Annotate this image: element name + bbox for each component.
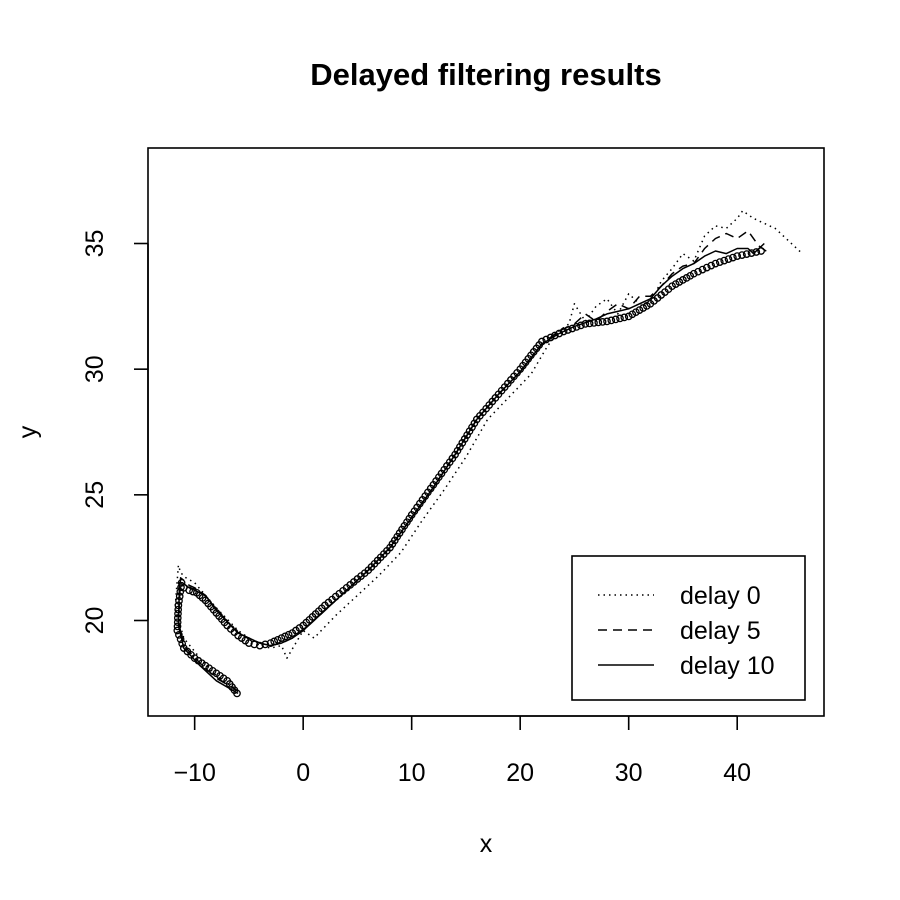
x-tick-label: 20 bbox=[506, 759, 534, 787]
data-point bbox=[179, 644, 188, 652]
data-point bbox=[729, 253, 737, 262]
data-point bbox=[542, 335, 551, 344]
x-tick-label: 10 bbox=[398, 759, 426, 787]
series-line-solid bbox=[177, 242, 765, 695]
data-point bbox=[581, 320, 590, 328]
data-point bbox=[747, 249, 756, 257]
data-point bbox=[546, 333, 555, 342]
data-point bbox=[173, 618, 182, 627]
series-line-dotted bbox=[174, 210, 803, 692]
data-point bbox=[245, 639, 253, 647]
data-point bbox=[175, 631, 183, 639]
data-point bbox=[189, 587, 197, 596]
data-point bbox=[453, 446, 462, 455]
data-point bbox=[173, 626, 182, 635]
data-point bbox=[572, 323, 581, 331]
data-point bbox=[585, 319, 594, 328]
legend: delay 0 delay 5 delay 10 bbox=[571, 555, 806, 701]
data-point bbox=[273, 635, 282, 644]
data-point bbox=[742, 250, 751, 258]
data-point bbox=[738, 251, 746, 259]
data-point bbox=[551, 331, 559, 340]
data-point bbox=[720, 256, 729, 265]
data-point bbox=[261, 640, 270, 649]
data-point bbox=[174, 609, 182, 618]
data-point bbox=[174, 601, 183, 610]
data-point bbox=[175, 592, 184, 601]
data-point bbox=[577, 321, 585, 330]
data-point bbox=[598, 318, 607, 326]
data-point bbox=[568, 324, 577, 333]
data-point bbox=[174, 605, 183, 614]
data-point bbox=[679, 276, 687, 284]
data-point bbox=[266, 639, 275, 647]
legend-box bbox=[571, 555, 806, 701]
data-point bbox=[564, 326, 572, 334]
data-point bbox=[185, 586, 194, 595]
data-point bbox=[707, 261, 716, 270]
data-point bbox=[470, 419, 479, 428]
data-point bbox=[281, 632, 289, 641]
data-point bbox=[250, 640, 259, 649]
data-point bbox=[733, 252, 742, 260]
y-tick-label: 30 bbox=[81, 355, 109, 383]
chart-title: Delayed filtering results bbox=[310, 57, 661, 92]
data-point bbox=[698, 265, 707, 274]
data-point bbox=[451, 450, 459, 459]
data-point bbox=[255, 641, 264, 650]
data-point bbox=[463, 431, 471, 439]
data-point bbox=[173, 622, 182, 631]
data-point bbox=[177, 583, 185, 592]
data-point bbox=[752, 248, 761, 256]
data-point bbox=[689, 269, 698, 278]
data-point bbox=[277, 634, 286, 642]
legend-label: delay 0 bbox=[680, 582, 761, 610]
data-point bbox=[176, 635, 185, 644]
legend-label: delay 10 bbox=[680, 652, 775, 680]
data-point bbox=[270, 637, 279, 646]
x-tick-label: −10 bbox=[173, 759, 215, 787]
data-point bbox=[173, 614, 182, 622]
y-tick-label: 20 bbox=[81, 607, 109, 635]
plot-points bbox=[173, 247, 765, 698]
legend-label: delay 5 bbox=[680, 617, 761, 645]
data-point bbox=[635, 306, 644, 314]
y-axis-label: y bbox=[14, 425, 42, 438]
y-tick-label: 25 bbox=[81, 481, 109, 509]
x-axis: −10 0 10 20 30 40 bbox=[173, 715, 751, 787]
data-point bbox=[559, 327, 568, 336]
data-point bbox=[616, 314, 624, 323]
data-point bbox=[590, 319, 598, 327]
x-tick-label: 0 bbox=[296, 759, 310, 787]
data-point bbox=[694, 267, 702, 276]
data-point bbox=[711, 259, 720, 268]
data-point bbox=[456, 442, 464, 451]
data-point bbox=[594, 318, 603, 327]
data-point bbox=[460, 435, 469, 443]
x-axis-label: x bbox=[480, 830, 493, 858]
y-tick-label: 35 bbox=[81, 230, 109, 258]
data-point bbox=[757, 247, 765, 255]
data-point bbox=[607, 316, 616, 325]
data-point bbox=[284, 630, 293, 639]
data-point bbox=[178, 639, 187, 648]
data-point bbox=[468, 423, 476, 432]
x-tick-label: 30 bbox=[615, 759, 643, 787]
y-axis: 20 25 30 35 bbox=[81, 230, 149, 635]
data-point bbox=[175, 597, 183, 605]
data-point bbox=[555, 329, 564, 338]
x-tick-label: 40 bbox=[723, 759, 751, 787]
data-point bbox=[702, 263, 711, 272]
data-point bbox=[715, 258, 724, 266]
data-point bbox=[724, 255, 733, 263]
data-point bbox=[611, 315, 620, 324]
data-point bbox=[603, 317, 611, 326]
data-point bbox=[538, 337, 546, 346]
data-point bbox=[620, 313, 629, 322]
data-point bbox=[458, 439, 467, 447]
